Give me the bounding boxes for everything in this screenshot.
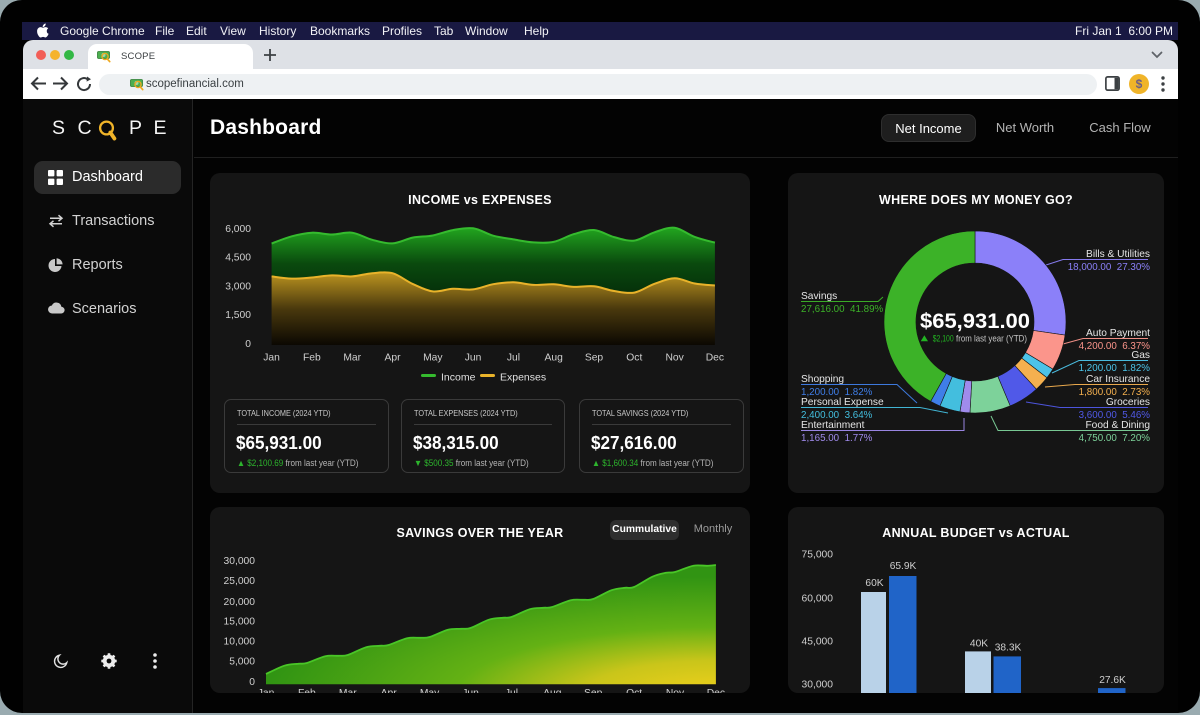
svg-text:Sep: Sep [585,353,604,364]
svg-text:65.9K: 65.9K [890,561,917,572]
svg-text:Income: Income [441,372,476,384]
svg-text:Jan: Jan [258,688,275,693]
svg-text:Oct: Oct [626,688,642,693]
svg-text:Dec: Dec [707,688,725,693]
svg-text:Expenses: Expenses [500,372,546,384]
svg-text:25,000: 25,000 [224,576,256,587]
svg-text:27.6K: 27.6K [1099,675,1126,686]
svg-text:15,000: 15,000 [224,617,256,628]
svg-text:$65,931.00: $65,931.00 [920,309,1030,333]
svg-text:Auto Payment: Auto Payment [1086,328,1150,339]
svg-text:4,500: 4,500 [225,253,251,264]
svg-text:1,200.00 1.82%: 1,200.00 1.82% [1079,363,1151,374]
svg-text:0: 0 [245,339,251,350]
svg-text:Shopping: Shopping [801,374,844,385]
svg-text:Apr: Apr [384,353,401,364]
svg-text:Jul: Jul [507,353,520,364]
svg-text:1,200.00 1.82%: 1,200.00 1.82% [801,387,873,398]
svg-text:Apr: Apr [381,688,398,693]
svg-text:10,000: 10,000 [224,637,256,648]
svg-text:Dec: Dec [706,353,724,364]
svg-text:Feb: Feb [298,688,316,693]
svg-text:from last year (YTD): from last year (YTD) [956,334,1027,344]
svg-text:Feb: Feb [303,353,321,364]
svg-text:Groceries: Groceries [1106,397,1150,408]
svg-text:5,000: 5,000 [229,657,255,668]
svg-text:4,200.00 6.37%: 4,200.00 6.37% [1079,341,1151,352]
svg-text:45,000: 45,000 [802,637,834,648]
svg-text:4,750.00 7.20%: 4,750.00 7.20% [1079,433,1151,444]
svg-text:Jan: Jan [263,353,280,364]
svg-text:May: May [420,688,440,693]
svg-text:40K: 40K [970,639,988,650]
svg-text:27,616.00 41.89%: 27,616.00 41.89% [801,304,884,315]
svg-text:Gas: Gas [1131,350,1150,361]
svg-text:Mar: Mar [339,688,357,693]
svg-text:Mar: Mar [343,353,361,364]
svg-text:1,800.00 2.73%: 1,800.00 2.73% [1079,387,1151,398]
svg-text:18,000.00 27.30%: 18,000.00 27.30% [1068,262,1151,273]
svg-text:Oct: Oct [626,353,642,364]
svg-text:Nov: Nov [666,688,685,693]
svg-text:60K: 60K [865,578,883,589]
svg-text:75,000: 75,000 [802,550,834,561]
svg-text:3,600.00 5.46%: 3,600.00 5.46% [1079,410,1151,421]
svg-text:20,000: 20,000 [224,597,256,608]
svg-text:Entertainment: Entertainment [801,420,865,431]
svg-text:30,000: 30,000 [224,556,256,567]
svg-text:Food & Dining: Food & Dining [1085,420,1150,431]
svg-text:Car Insurance: Car Insurance [1086,374,1150,385]
svg-text:2,400.00 3.64%: 2,400.00 3.64% [801,410,873,421]
svg-text:Savings: Savings [801,291,837,302]
svg-text:Jun: Jun [465,353,482,364]
svg-text:Nov: Nov [665,353,684,364]
svg-text:Aug: Aug [543,688,562,693]
svg-text:1,500: 1,500 [225,310,251,321]
svg-text:3,000: 3,000 [225,282,251,293]
svg-text:Sep: Sep [584,688,603,693]
svg-text:Bills & Utilities: Bills & Utilities [1086,249,1150,260]
svg-text:60,000: 60,000 [802,594,834,605]
svg-text:38.3K: 38.3K [995,643,1022,654]
svg-text:1,165.00 1.77%: 1,165.00 1.77% [801,433,873,444]
svg-text:6,000: 6,000 [225,224,251,235]
svg-text:May: May [423,353,443,364]
svg-text:Aug: Aug [545,353,564,364]
svg-text:30,000: 30,000 [802,680,834,691]
svg-text:Personal Expense: Personal Expense [801,397,884,408]
svg-text:Jun: Jun [462,688,479,693]
svg-text:0: 0 [249,677,255,688]
svg-text:$2,100: $2,100 [933,334,954,344]
svg-text:Jul: Jul [505,688,518,693]
